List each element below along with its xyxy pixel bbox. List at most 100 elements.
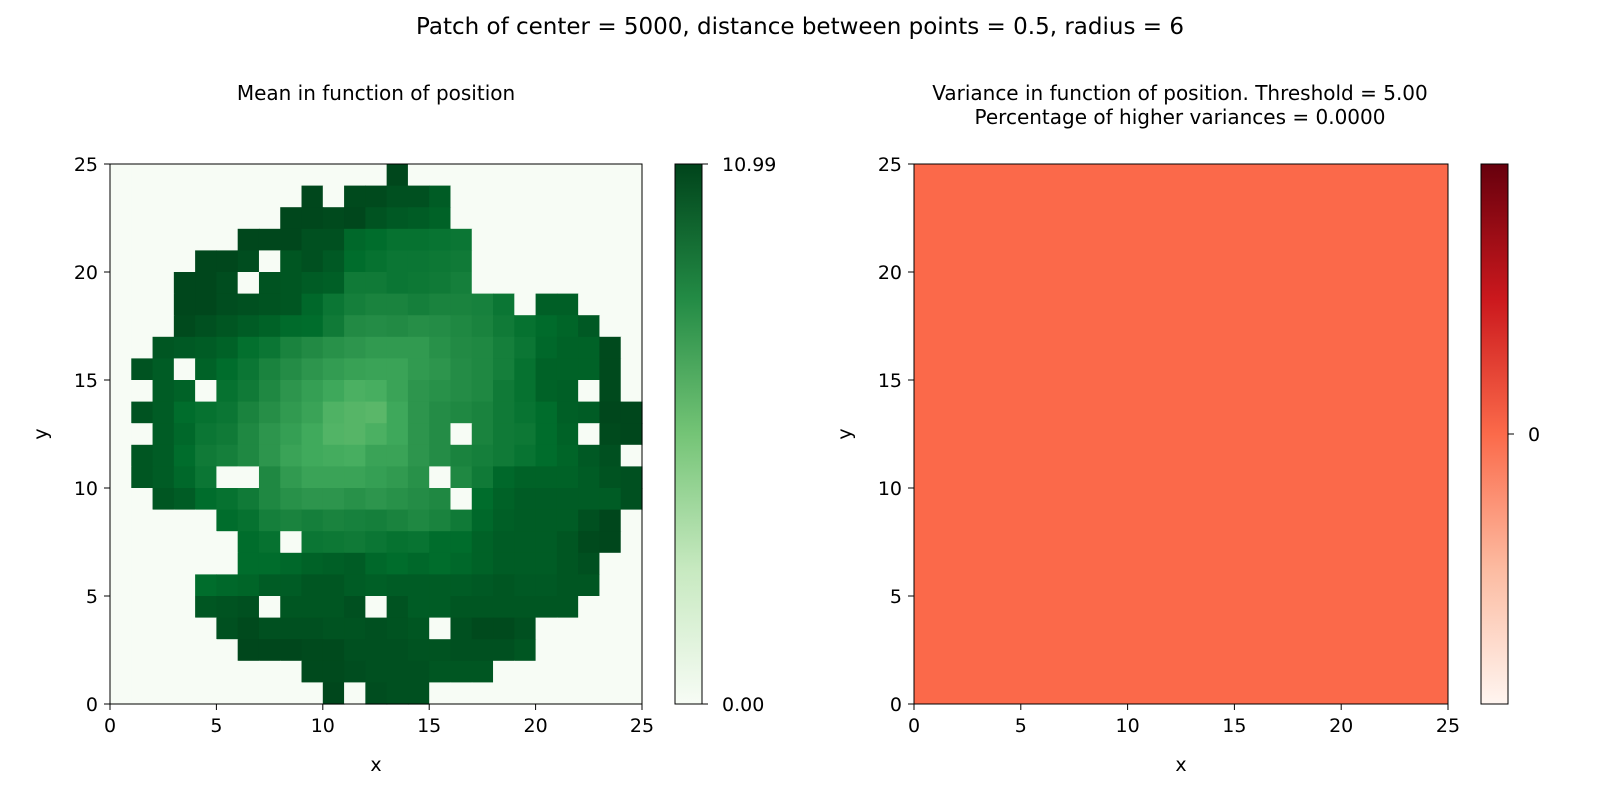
mean-cell [131,682,154,705]
mean-cell [237,336,260,359]
mean-cell [237,380,260,403]
mean-cell [535,531,558,554]
mean-cell [216,164,239,187]
mean-cell [258,185,281,208]
mean-cell [344,272,366,295]
mean-cell [407,423,430,446]
mean-cell [578,164,601,187]
mean-cell [429,164,452,187]
mean-cell [535,444,558,467]
mean-cell [344,423,366,446]
mean-cell [429,509,452,532]
mean-cell [620,250,643,273]
mean-cell [450,552,473,575]
mean-cell [493,315,515,338]
mean-cell [471,509,494,532]
mean-cell [535,617,558,640]
mean-cell [301,315,324,338]
mean-cell [344,682,366,705]
mean-cell [280,574,303,597]
mean-cell [344,207,366,230]
mean-cell [195,164,217,187]
mean-cell [322,401,345,424]
mean-cell [386,228,409,251]
mean-cell [131,207,154,230]
mean-cell [344,617,366,640]
mean-cell [620,444,643,467]
mean-cell [471,444,494,467]
mean-cell [258,315,281,338]
mean-cell [344,164,366,187]
mean-cell [450,207,473,230]
mean-cell [578,185,601,208]
mean-cell [173,552,196,575]
mean-cell [535,272,558,295]
mean-cell [450,401,473,424]
mean-cell [514,315,537,338]
mean-cell [216,488,239,511]
mean-cell [322,423,345,446]
mean-cell [237,509,260,532]
mean-cell [556,228,579,251]
mean-cell [450,639,473,662]
mean-cell [386,207,409,230]
mean-title: Mean in function of position [237,81,515,105]
mean-cell [365,272,388,295]
mean-cell [131,293,154,316]
mean-cell [173,574,196,597]
mean-cell [493,164,515,187]
mean-cell [450,185,473,208]
mean-cell [237,639,260,662]
mean-cell [280,552,303,575]
mean-cell [110,423,132,446]
mean-cell [173,639,196,662]
mean-y-ticks: 0 5 10 15 20 25 [74,154,110,716]
mean-cell [301,293,324,316]
mean-cell [110,617,132,640]
mean-cell [514,228,537,251]
mean-cell [514,639,537,662]
mean-colorbar [674,163,703,705]
mean-cell [556,531,579,554]
mean-cell [152,682,175,705]
mean-cell [195,207,217,230]
mean-cell [514,380,537,403]
mean-cell [578,293,601,316]
mean-cell [110,185,132,208]
mean-cell [301,380,324,403]
mean-cell [216,617,239,640]
mean-cell [237,185,260,208]
mean-cell [514,596,537,619]
mean-cell [280,444,303,467]
mean-cell [322,639,345,662]
variance-y-tick-label: 15 [878,370,902,392]
mean-cell [258,682,281,705]
mean-cell [301,250,324,273]
mean-cell [407,164,430,187]
mean-cell [514,466,537,489]
mean-cell [429,444,452,467]
mean-cell [556,617,579,640]
mean-cell [344,401,366,424]
mean-cell [322,207,345,230]
mean-cell [429,358,452,381]
mean-cell [152,423,175,446]
mean-cell [429,639,452,662]
mean-cell [173,164,196,187]
mean-cell [450,531,473,554]
mean-cell [237,358,260,381]
mean-cell [429,185,452,208]
mean-cell [407,358,430,381]
mean-cell [258,444,281,467]
mean-cell [493,682,515,705]
mean-cell [514,531,537,554]
mean-cell [556,185,579,208]
mean-cell [620,380,643,403]
mean-cell [556,164,579,187]
mean-cell [110,358,132,381]
mean-cell [514,401,537,424]
mean-cell [216,336,239,359]
mean-cell [258,617,281,640]
mean-cell [258,358,281,381]
mean-y-tick-label: 20 [74,262,98,284]
